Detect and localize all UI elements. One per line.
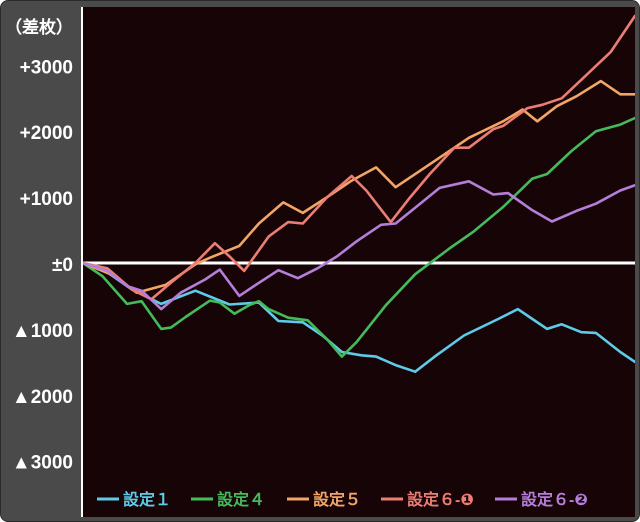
legend-label: 設定６-❷ bbox=[521, 490, 588, 509]
y-tick-label: ±0 bbox=[52, 255, 73, 276]
legend-item: 設定６-❶ bbox=[381, 490, 474, 509]
legend-item: 設定４ bbox=[191, 490, 265, 509]
legend: 設定１ 設定４ 設定５ 設定６-❶ 設定６-❷ bbox=[97, 490, 588, 509]
series-line-2 bbox=[83, 116, 635, 358]
y-tick-label: +3000 bbox=[20, 57, 73, 78]
series-line-4 bbox=[83, 14, 635, 301]
y-tick-label: ▲3000 bbox=[12, 453, 73, 474]
legend-label: 設定６-❶ bbox=[407, 490, 474, 509]
y-tick-labels: +3000 +2000 +1000 ±0 ▲1000 ▲2000 ▲3000 bbox=[12, 57, 73, 473]
series-line-1 bbox=[83, 261, 635, 374]
legend-item: 設定５ bbox=[287, 490, 361, 509]
legend-item: 設定１ bbox=[97, 490, 171, 509]
y-tick-label: +1000 bbox=[20, 189, 73, 210]
legend-item: 設定６-❷ bbox=[495, 490, 588, 509]
series-line-5 bbox=[83, 180, 635, 311]
y-tick-label: +2000 bbox=[20, 123, 73, 144]
legend-label: 設定４ bbox=[217, 490, 265, 509]
series-lines bbox=[83, 14, 635, 374]
legend-label: 設定５ bbox=[313, 490, 361, 509]
y-axis-label: （差枚） bbox=[5, 17, 73, 37]
y-tick-label: ▲1000 bbox=[12, 321, 73, 342]
y-tick-label: ▲2000 bbox=[12, 387, 73, 408]
legend-label: 設定１ bbox=[123, 490, 171, 509]
